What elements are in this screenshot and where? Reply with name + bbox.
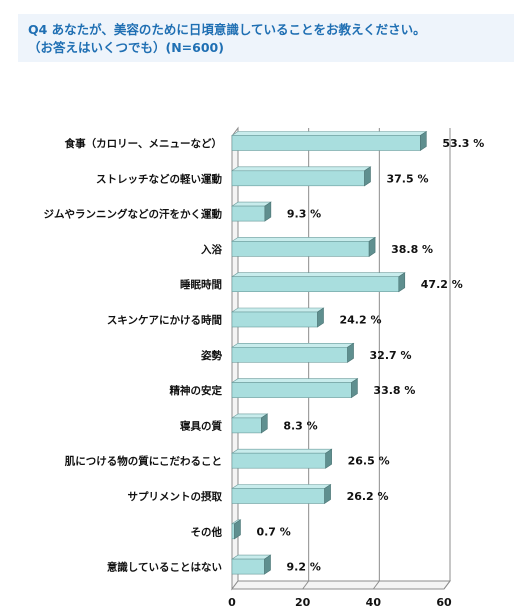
category-label: サプリメントの摂取 [128,490,223,503]
bar [231,452,326,469]
category-label: 肌につける物の質にこだわること [65,455,222,468]
category-label: 姿勢 [201,349,222,362]
category-label: 寝具の質 [180,419,222,432]
bar-end [264,554,271,575]
bar-end [324,483,331,505]
category-label: 意識していることはない [107,561,222,574]
bar-top [231,484,332,489]
bar-top [231,201,272,207]
value-label: 38.8 % [391,243,433,256]
bar-end [420,130,427,152]
bar-end [368,236,376,257]
bar-end [398,272,406,293]
bar-end [317,307,324,328]
value-label: 9.3 % [287,208,321,221]
category-label: スキンケアにかける時間 [107,314,222,327]
category-label: 精神の安定 [170,384,223,397]
bar-end [325,448,332,469]
question-header: Q4 あなたが、美容のために日頃意識していることをお教えください。 （お答えはい… [18,14,514,62]
bar [231,382,352,398]
bar-end [351,378,358,399]
bar-end [264,201,272,222]
bar-end [347,342,354,363]
bar [231,311,318,328]
value-label: 0.7 % [256,525,290,538]
value-label: 26.5 % [348,455,390,468]
x-tick-label: 60 [436,596,452,609]
bar-top [231,237,377,242]
bar-end [364,166,371,187]
bar [231,135,421,151]
question-title: Q4 あなたが、美容のために日頃意識していることをお教えください。 [28,22,426,37]
category-label: ジムやランニングなどの汗をかく運動 [44,208,223,221]
value-label: 47.2 % [421,278,463,291]
bar-top [231,272,406,278]
bar-top [231,166,372,172]
bar-top [231,448,333,454]
x-tick-label: 0 [228,596,236,609]
category-label: 睡眠時間 [180,278,222,291]
bar-end [261,413,268,434]
bar [231,241,370,257]
gridline [443,128,451,590]
chart-floor [231,580,451,590]
bar-top [231,342,355,348]
value-label: 32.7 % [370,349,412,362]
bar [231,205,266,222]
value-label: 33.8 % [373,384,415,397]
bar-top [231,307,325,313]
bar [231,488,325,504]
value-label: 8.3 % [283,419,317,432]
value-label: 24.2 % [340,314,382,327]
bar-top [231,378,359,383]
x-tick-label: 40 [366,596,382,609]
value-label: 37.5 % [387,172,429,185]
bar [231,523,235,540]
bar [231,417,262,434]
category-label: 入浴 [201,243,222,256]
bar [231,558,265,575]
category-label: ストレッチなどの軽い運動 [96,172,222,185]
bar [231,276,400,293]
category-label: 食事（カロリー、メニューなど） [64,137,222,150]
bar-top [231,554,272,560]
bar [231,346,348,363]
value-label: 53.3 % [442,137,484,150]
question-subtitle: （お答えはいくつでも）(N=600) [28,40,224,55]
bar-end [234,519,241,540]
value-label: 26.2 % [347,490,389,503]
x-tick-label: 20 [295,596,311,609]
value-label: 9.2 % [287,561,321,574]
bar [231,170,365,187]
category-label: その他 [191,525,223,538]
bar-top [231,131,428,136]
